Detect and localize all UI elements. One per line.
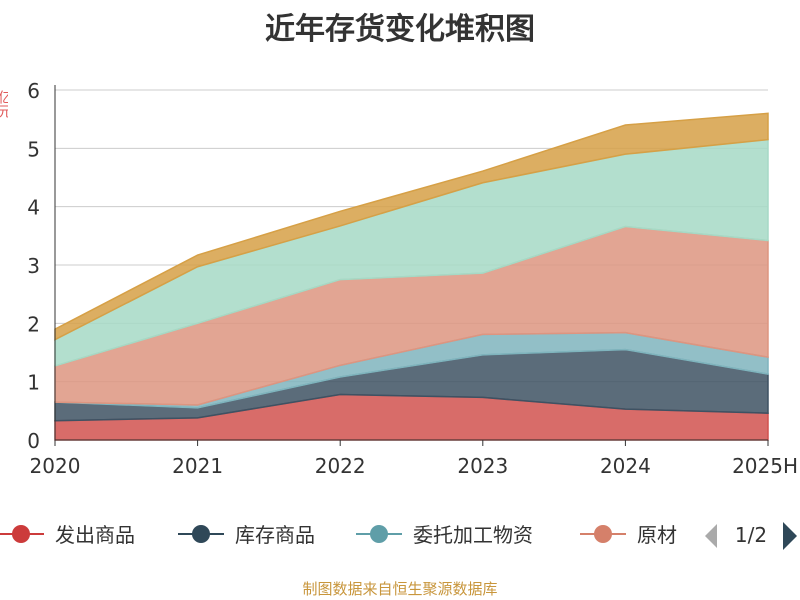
legend-marker	[12, 525, 30, 543]
legend-prev-icon[interactable]	[705, 524, 717, 548]
y-tick-label: 4	[27, 196, 40, 220]
legend-item[interactable]: 发出商品	[0, 523, 135, 547]
legend-label: 发出商品	[55, 523, 135, 547]
y-tick-label: 3	[27, 254, 40, 278]
y-axis-label: 亿元	[0, 90, 8, 118]
legend-marker	[192, 525, 210, 543]
legend-label: 库存商品	[235, 523, 315, 547]
x-tick-label: 2023	[457, 454, 508, 478]
y-tick-label: 6	[27, 79, 40, 103]
legend-item[interactable]: 原材	[580, 523, 677, 547]
legend-item[interactable]: 委托加工物资	[356, 523, 533, 547]
y-tick-label: 0	[27, 429, 40, 453]
y-tick-label: 5	[27, 137, 40, 161]
legend-item[interactable]: 库存商品	[178, 523, 315, 547]
area-layer	[54, 112, 769, 441]
x-tick-label: 2025H	[732, 454, 798, 478]
legend-next-icon[interactable]	[783, 522, 797, 550]
x-tick-label: 2024	[600, 454, 651, 478]
axis-layer: 0 1 2 3 4 5 6 2020 2021 2022 2023 2024 2025H	[27, 79, 798, 478]
legend-page-indicator: 1/2	[735, 523, 767, 547]
y-tick-label: 1	[27, 371, 40, 395]
area-series-5	[54, 112, 769, 341]
legend-layer: 发出商品 库存商品 委托加工物资 原材 1/2	[0, 522, 797, 550]
y-axis-label-clip: 亿元	[0, 84, 8, 144]
y-tick-label: 2	[27, 312, 40, 336]
chart-title: 近年存货变化堆积图	[265, 12, 535, 47]
legend-marker	[370, 525, 388, 543]
x-tick-label: 2022	[315, 454, 366, 478]
x-tick-label: 2020	[30, 454, 81, 478]
x-tick-label: 2021	[172, 454, 223, 478]
source-note: 制图数据来自恒生聚源数据库	[302, 580, 498, 598]
legend-marker	[594, 525, 612, 543]
legend-label: 原材	[637, 523, 677, 547]
legend-label: 委托加工物资	[413, 523, 533, 547]
